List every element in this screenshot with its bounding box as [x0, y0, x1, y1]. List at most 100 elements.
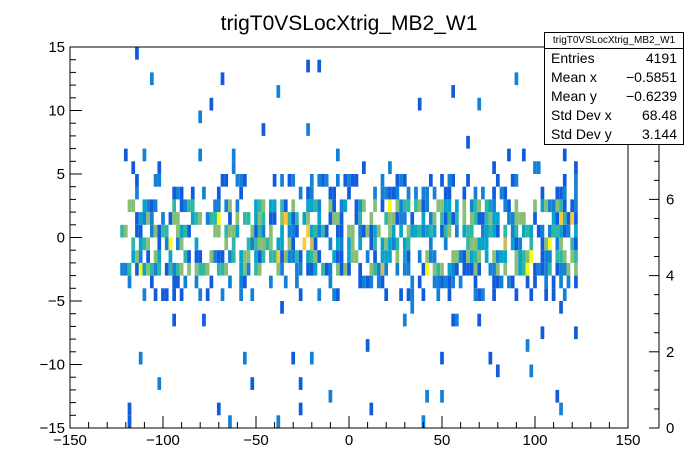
heatmap-cell	[421, 212, 426, 225]
heatmap-cell	[224, 199, 229, 213]
heatmap-cell	[187, 199, 191, 213]
y-tick-label: −5	[48, 293, 65, 310]
heatmap-cell	[216, 250, 221, 263]
heatmap-cell	[395, 174, 400, 187]
heatmap-cell	[518, 237, 522, 251]
heatmap-cell	[376, 224, 381, 238]
heatmap-cell	[224, 262, 229, 276]
heatmap-cell	[358, 199, 363, 213]
heatmap-cell	[451, 262, 456, 276]
heatmap-cell	[421, 186, 426, 200]
heatmap-cell	[306, 212, 310, 225]
stats-label: Entries	[551, 50, 595, 66]
heatmap-cell	[261, 250, 266, 263]
heatmap-cell	[562, 288, 567, 301]
heatmap-cell	[358, 275, 363, 289]
heatmap-cell	[544, 262, 549, 276]
heatmap-cell	[198, 288, 203, 301]
heatmap-cell	[469, 237, 474, 251]
heatmap-cell	[347, 224, 351, 238]
heatmap-cell	[443, 212, 448, 225]
heatmap-cell	[417, 97, 422, 111]
heatmap-cell	[354, 174, 359, 187]
heatmap-cell	[142, 212, 147, 225]
heatmap-cell	[562, 174, 567, 187]
heatmap-cell	[477, 262, 482, 276]
heatmap-cell	[562, 186, 567, 200]
heatmap-cell	[562, 224, 567, 238]
heatmap-cell	[462, 186, 467, 200]
heatmap-cell	[369, 212, 374, 225]
heatmap-cell	[365, 339, 370, 352]
heatmap-cell	[287, 212, 292, 225]
heatmap-cell	[302, 237, 307, 251]
heatmap-cell	[428, 174, 433, 187]
heatmap-cell	[559, 402, 563, 416]
heatmap-cell	[574, 174, 578, 187]
heatmap-cell	[559, 301, 563, 314]
heatmap-cell	[335, 212, 340, 225]
heatmap-cell	[164, 288, 169, 301]
heatmap-cell	[179, 199, 184, 213]
heatmap-cell	[447, 199, 452, 213]
heatmap-cell	[138, 224, 143, 238]
heatmap-cell	[216, 402, 221, 416]
heatmap-cell	[321, 262, 325, 276]
heatmap-cell	[269, 250, 273, 263]
heatmap-cell	[269, 237, 273, 251]
heatmap-cell	[187, 262, 191, 276]
heatmap-cell	[328, 275, 333, 289]
stats-value: −0.5851	[626, 69, 677, 85]
heatmap-cell	[202, 262, 206, 276]
heatmap-cell	[127, 199, 132, 213]
heatmap-cell	[529, 288, 534, 301]
heatmap-cell	[146, 250, 150, 263]
heatmap-cell	[507, 199, 511, 213]
heatmap-cell	[406, 186, 411, 200]
heatmap-cell	[313, 250, 318, 263]
heatmap-cell	[176, 186, 180, 200]
heatmap-cell	[574, 186, 578, 200]
stats-label: Mean y	[551, 88, 597, 104]
heatmap-cell	[380, 186, 385, 200]
heatmap-cell	[257, 250, 262, 263]
heatmap-cell	[503, 250, 508, 263]
heatmap-cell	[231, 237, 236, 251]
heatmap-cell	[242, 212, 247, 225]
y-tick-label: −15	[40, 420, 65, 437]
heatmap-cell	[347, 262, 351, 276]
heatmap-cell	[335, 224, 340, 238]
y-tick-label: 5	[57, 166, 65, 183]
stats-box: trigT0VSLocXtrig_MB2_W1 Entries 4191 Mea…	[544, 32, 684, 145]
heatmap-cell	[410, 275, 415, 289]
heatmap-cell	[135, 212, 139, 225]
heatmap-cell	[488, 224, 493, 238]
heatmap-cell	[540, 199, 545, 213]
heatmap-cell	[447, 288, 452, 301]
heatmap-cell	[276, 250, 281, 263]
heatmap-cell	[559, 199, 563, 213]
heatmap-cell	[395, 212, 400, 225]
heatmap-cell	[287, 237, 292, 251]
heatmap-cell	[518, 212, 522, 225]
heatmap-cell	[488, 199, 493, 213]
heatmap-cell	[551, 288, 556, 301]
heatmap-cell	[488, 212, 493, 225]
heatmap-cell	[514, 262, 519, 276]
heatmap-cell	[324, 224, 329, 238]
heatmap-cell	[514, 212, 519, 225]
heatmap-cell	[239, 275, 243, 289]
heatmap-cell	[440, 275, 444, 289]
heatmap-cell	[332, 212, 336, 225]
heatmap-cell	[562, 148, 567, 162]
heatmap-cell	[492, 250, 496, 263]
heatmap-cell	[157, 377, 162, 390]
heatmap-cell	[358, 212, 363, 225]
heatmap-cell	[131, 237, 136, 251]
heatmap-cell	[183, 275, 188, 289]
heatmap-cell	[287, 250, 292, 263]
heatmap-cell	[350, 237, 355, 251]
heatmap-cell	[347, 174, 351, 187]
heatmap-cell	[362, 275, 366, 289]
heatmap-cell	[529, 250, 534, 263]
